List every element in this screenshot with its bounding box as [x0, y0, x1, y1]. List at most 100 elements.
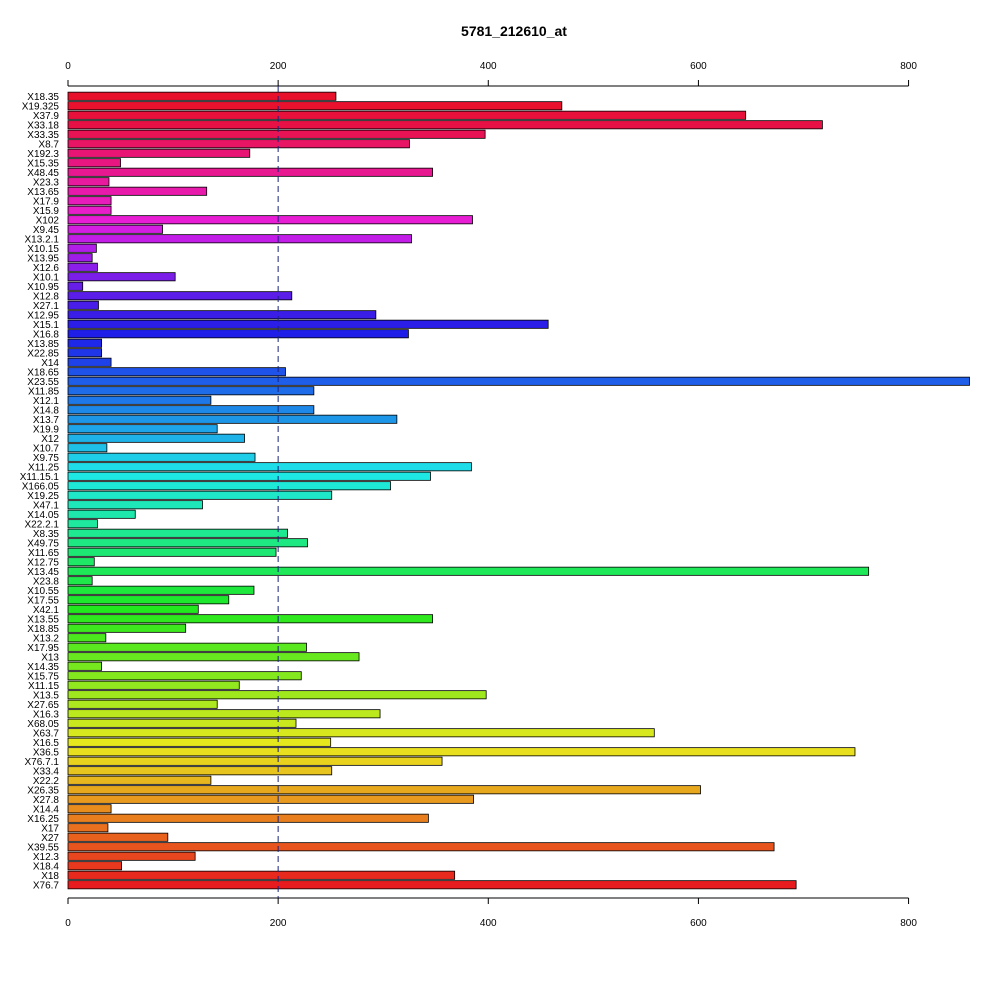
bar-X13.85: [67, 338, 103, 348]
bar-X13.2: [67, 633, 107, 643]
category-label-X37.9: X37.9: [33, 111, 60, 122]
bar-X27.65: [67, 699, 218, 709]
top-x-axis: 0 200 400 600 800: [65, 61, 917, 87]
bar-X16.5: [67, 737, 332, 747]
category-label-X18.4: X18.4: [33, 861, 60, 872]
category-label-X10.55: X10.55: [27, 586, 59, 597]
category-label-X9.45: X9.45: [33, 225, 60, 236]
bar-X8.35: [67, 528, 288, 538]
category-label-X27.8: X27.8: [33, 795, 60, 806]
bar-X23.8: [67, 576, 93, 586]
category-label-X13.5: X13.5: [33, 690, 60, 701]
category-label-X68.05: X68.05: [27, 719, 59, 730]
bar-X17.95: [67, 642, 307, 652]
bar-X22.2.1: [67, 519, 98, 529]
bar-X192.3: [67, 148, 251, 158]
category-label-X48.45: X48.45: [27, 168, 59, 179]
bar-X11.15: [67, 680, 240, 690]
bar-X10.95: [67, 281, 84, 291]
bar-X13.65: [67, 186, 208, 196]
category-label-X33.18: X33.18: [27, 120, 59, 131]
category-label-X16.5: X16.5: [33, 738, 60, 749]
bar-X11.85: [67, 386, 315, 396]
category-label-X12.8: X12.8: [33, 291, 60, 302]
category-label-X8.35: X8.35: [33, 529, 60, 540]
tick-label-600: 600: [690, 61, 707, 72]
category-label-X17: X17: [41, 823, 59, 834]
bar-X68.05: [67, 718, 297, 728]
bar-X15.9: [67, 205, 112, 215]
bar-X10.1: [67, 272, 176, 282]
category-label-X19.325: X19.325: [22, 101, 60, 112]
bar-X33.4: [67, 766, 333, 776]
bar-X76.7.1: [67, 756, 443, 766]
category-label-X12.3: X12.3: [33, 852, 60, 863]
category-label-X42.1: X42.1: [33, 605, 60, 616]
category-label-X23.55: X23.55: [27, 377, 59, 388]
bar-X18.35: [67, 91, 337, 101]
category-label-X18: X18: [41, 871, 59, 882]
category-label-X36.5: X36.5: [33, 747, 60, 758]
category-label-X22.2.1: X22.2.1: [25, 519, 60, 530]
category-label-X13.95: X13.95: [27, 253, 59, 264]
category-label-X14.4: X14.4: [33, 804, 60, 815]
category-label-X17.55: X17.55: [27, 595, 59, 606]
bar-X15.1: [67, 319, 549, 329]
category-label-X10.95: X10.95: [27, 282, 59, 293]
bar-X27: [67, 832, 169, 842]
bar-X13.7: [67, 414, 398, 424]
bar-X76.7: [67, 880, 797, 890]
bar-X10.7: [67, 443, 108, 453]
category-label-X13: X13: [41, 652, 59, 663]
bar-X39.55: [67, 842, 775, 852]
category-label-X18.35: X18.35: [27, 92, 59, 103]
category-label-X13.2.1: X13.2.1: [25, 234, 60, 245]
tick-label-400: 400: [480, 918, 497, 929]
bar-X102: [67, 215, 473, 225]
category-label-X16.8: X16.8: [33, 329, 60, 340]
category-label-X13.45: X13.45: [27, 567, 59, 578]
category-label-X26.35: X26.35: [27, 785, 59, 796]
category-label-X8.7: X8.7: [38, 139, 59, 150]
category-label-X76.7: X76.7: [33, 880, 60, 891]
bar-X27.8: [67, 794, 474, 804]
bar-X11.65: [67, 547, 277, 557]
category-label-X13.55: X13.55: [27, 614, 59, 625]
category-label-X15.9: X15.9: [33, 206, 60, 217]
bar-X18.65: [67, 367, 286, 377]
bar-X19.325: [67, 101, 563, 111]
category-label-X15.35: X15.35: [27, 158, 59, 169]
bar-X18.4: [67, 861, 122, 871]
bar-X15.75: [67, 671, 302, 681]
category-label-X14: X14: [41, 358, 59, 369]
bar-X19.25: [67, 490, 333, 500]
bar-X22.2: [67, 775, 212, 785]
category-label-X19.25: X19.25: [27, 491, 59, 502]
category-label-X76.7.1: X76.7.1: [25, 757, 60, 768]
category-label-X166.05: X166.05: [22, 481, 60, 492]
bottom-x-axis: 0 200 400 600 800: [65, 897, 917, 929]
category-label-X11.15.1: X11.15.1: [20, 472, 60, 483]
category-label-X23.8: X23.8: [33, 576, 60, 587]
category-label-X63.7: X63.7: [33, 728, 60, 739]
bar-X10.15: [67, 243, 97, 253]
bar-X18.85: [67, 623, 187, 633]
chart-title: 5781_212610_at: [461, 23, 567, 39]
bar-X19.9: [67, 424, 218, 434]
bar-X26.35: [67, 785, 701, 795]
bar-X12.8: [67, 291, 293, 301]
category-label-X12.95: X12.95: [27, 310, 59, 321]
category-label-X16.25: X16.25: [27, 814, 59, 825]
category-label-X13.7: X13.7: [33, 415, 60, 426]
bar-X13.55: [67, 614, 433, 624]
bar-X13.2.1: [67, 234, 412, 244]
bar-X16.25: [67, 813, 429, 823]
category-label-X14.8: X14.8: [33, 405, 60, 416]
tick-label-200: 200: [270, 61, 287, 72]
bar-X8.7: [67, 139, 410, 149]
bar-X13: [67, 652, 360, 662]
category-label-X18.65: X18.65: [27, 367, 59, 378]
bar-X23.55: [67, 376, 970, 386]
